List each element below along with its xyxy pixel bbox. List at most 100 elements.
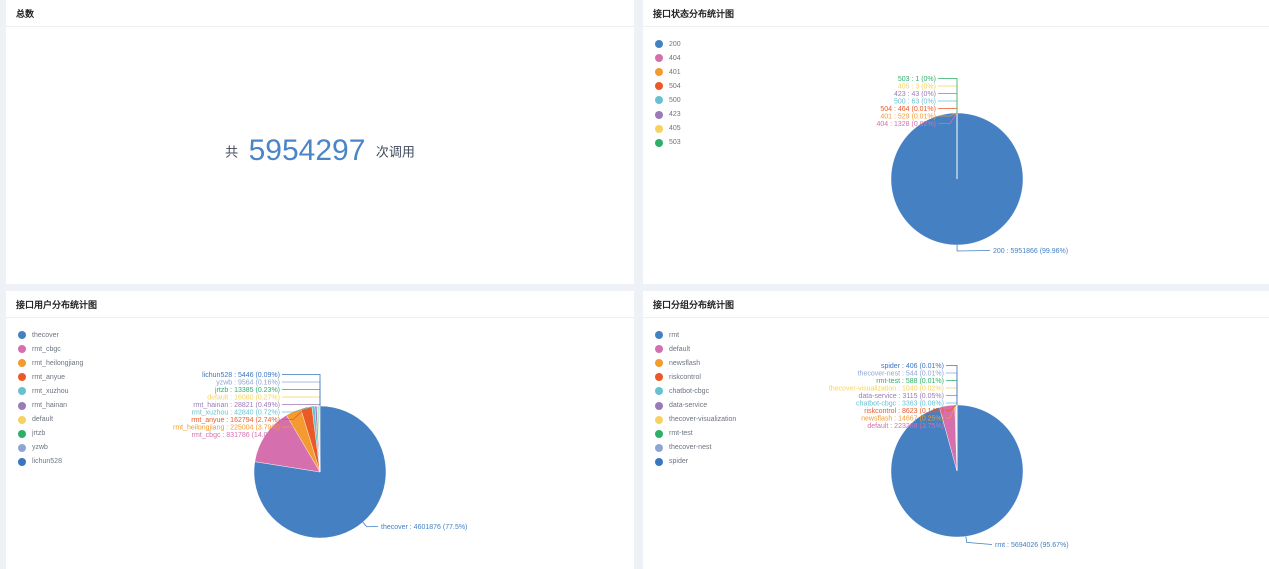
legend-swatch (18, 373, 26, 382)
legend-swatch (655, 373, 663, 382)
slice-label: rmt_cbgc : 831786 (14.01%) (192, 432, 280, 439)
legend-item[interactable]: 423 (655, 107, 681, 121)
legend-label: 423 (669, 111, 681, 119)
status-chart-panel: 接口状态分布统计图 200 404 401 504 500 423 405 503 200 :… (643, 0, 1269, 284)
legend-swatch (655, 359, 663, 368)
legend-item[interactable]: yzwb (18, 441, 83, 455)
legend-swatch (655, 415, 663, 424)
user-chart-panel: 接口用户分布统计图 thecover rmt_cbgc rmt_heilongjia… (6, 291, 634, 569)
label-leader-line (946, 372, 958, 405)
legend-item[interactable]: default (18, 413, 83, 427)
legend-swatch (655, 54, 663, 63)
legend-swatch (655, 124, 663, 133)
chart-title: 接口状态分布统计图 (653, 9, 735, 19)
legend-label: rmt_xuzhou (32, 387, 69, 395)
label-leader-line (946, 387, 958, 405)
legend-item[interactable]: rmt_xuzhou (18, 384, 83, 398)
legend-label: thecover (32, 331, 59, 339)
legend-item[interactable]: rmt-test (655, 427, 736, 441)
slice-label: rmt : 5694026 (95.67%) (995, 542, 1069, 549)
slice-label: 404 : 1328 (0.02%) (876, 121, 936, 128)
slice-label: riskcontrol : 8623 (0.14%) (864, 408, 944, 415)
legend-item[interactable]: 200 (655, 37, 681, 51)
legend-item[interactable]: rmt_anyue (18, 370, 83, 384)
legend-item[interactable]: spider (655, 455, 736, 469)
slice-label: thecover-nest : 544 (0.01%) (858, 371, 944, 378)
legend-label: 401 (669, 68, 681, 76)
legend-label: chatbot-cbgc (669, 387, 710, 395)
legend-swatch (18, 429, 26, 438)
pie-chart: thecover : 4601876 (77.5%) rmt_cbgc : 831… (173, 372, 467, 539)
slice-label: 200 : 5951866 (99.96%) (993, 248, 1068, 255)
legend-label: rmt_hainan (32, 402, 68, 410)
slice-label: 405 : 3 (0%) (898, 84, 936, 91)
label-leader-line (938, 78, 958, 113)
label-leader-line (282, 389, 321, 406)
label-leader-line (282, 404, 321, 406)
label-leader-line (282, 411, 294, 428)
panel-divider (643, 317, 1269, 318)
slice-label: thecover : 4601876 (77.5%) (381, 524, 467, 531)
legend-item[interactable]: 404 (655, 51, 681, 65)
legend-item[interactable]: 405 (655, 122, 681, 136)
legend-item[interactable]: rmt_cbgc (18, 342, 83, 356)
legend-label: 503 (669, 139, 681, 147)
legend-label: jrtzb (32, 430, 46, 438)
legend-item[interactable]: newsflash (655, 356, 736, 370)
legend-item[interactable]: data-service (655, 398, 736, 412)
legend-swatch (655, 82, 663, 91)
chart-legend: rmt default newsflash riskcontrol chatbot-cb… (655, 328, 736, 469)
chart-legend: 200 404 401 504 500 423 405 503 (655, 37, 681, 150)
legend-swatch (18, 443, 26, 452)
label-leader-line (938, 112, 958, 124)
legend-item[interactable]: thecover-nest (655, 441, 736, 455)
legend-item[interactable]: 503 (655, 136, 681, 150)
total-panel: 总数 共 5954297 次调用 (6, 0, 634, 284)
legend-swatch (655, 110, 663, 119)
legend-item[interactable]: jrtzb (18, 427, 83, 441)
legend-item[interactable]: 500 (655, 93, 681, 107)
legend-item[interactable]: chatbot-cbgc (655, 384, 736, 398)
label-leader-line (946, 402, 958, 405)
legend-item[interactable]: rmt (655, 328, 736, 342)
slice-label: data-service : 3115 (0.05%) (859, 393, 944, 400)
legend-label: lichun528 (32, 458, 62, 466)
legend-item[interactable]: thecover (18, 328, 83, 342)
chart-title: 接口分组分布统计图 (653, 300, 735, 310)
legend-swatch (18, 387, 26, 396)
total-count-display: 共 5954297 次调用 (6, 134, 634, 168)
legend-label: rmt (669, 331, 680, 339)
slice-label: newsflash : 14667 (0.25%) (861, 416, 944, 423)
legend-swatch (655, 40, 663, 49)
label-leader-line (956, 244, 991, 252)
legend-item[interactable]: lichun528 (18, 455, 83, 469)
slice-label: 503 : 1 (0%) (898, 76, 936, 83)
label-leader-line (282, 407, 307, 420)
legend-item[interactable]: rmt_hainan (18, 398, 83, 412)
legend-item[interactable]: 504 (655, 79, 681, 93)
label-leader-line (946, 404, 957, 411)
legend-item[interactable]: riskcontrol (655, 370, 736, 384)
label-leader-line (938, 108, 958, 113)
legend-label: 404 (669, 54, 681, 62)
legend-label: newsflash (669, 359, 701, 367)
legend-swatch (655, 345, 663, 354)
legend-swatch (655, 138, 663, 147)
total-count: 5954297 (248, 134, 366, 167)
slice-label: lichun528 : 5446 (0.09%) (202, 372, 280, 379)
legend-label: yzwb (32, 444, 48, 452)
legend-label: data-service (669, 402, 708, 410)
total-suffix: 次调用 (375, 144, 415, 160)
label-leader-line (938, 93, 958, 113)
legend-item[interactable]: thecover-visualization (655, 413, 736, 427)
slice-label: thecover-visualization : 1040 (0.02%) (829, 386, 944, 393)
legend-item[interactable]: rmt_heilongjiang (18, 356, 83, 370)
panel-divider (6, 26, 634, 27)
slice-label: 504 : 464 (0.01%) (880, 106, 936, 113)
legend-item[interactable]: default (655, 342, 736, 356)
slice-label: 401 : 529 (0.01%) (880, 114, 936, 121)
legend-item[interactable]: 401 (655, 65, 681, 79)
legend-label: riskcontrol (669, 373, 701, 381)
slice-label: jrtzb : 13385 (0.23%) (214, 387, 280, 394)
legend-label: 504 (669, 82, 681, 90)
